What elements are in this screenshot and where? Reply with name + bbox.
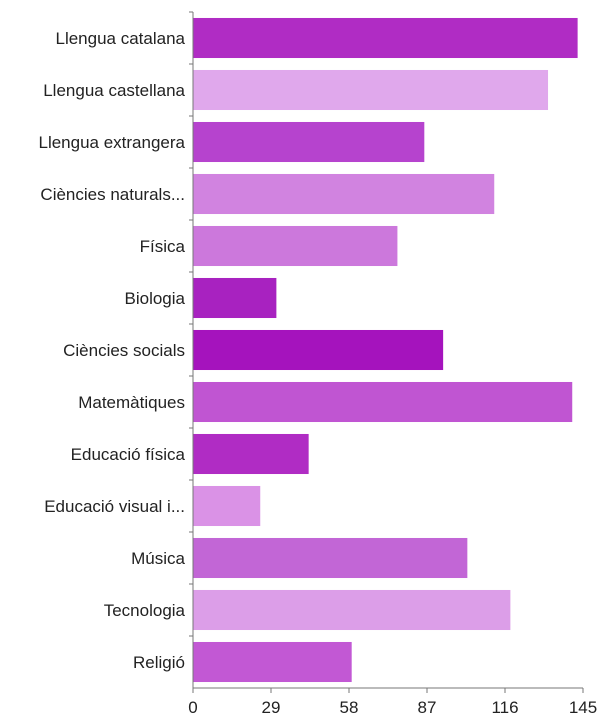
bar — [193, 225, 398, 267]
category-label: Educació visual i... — [44, 497, 185, 516]
category-label: Física — [140, 237, 186, 256]
bar — [193, 381, 573, 423]
bar — [193, 537, 468, 579]
category-label: Ciències naturals... — [40, 185, 185, 204]
bar — [193, 641, 352, 683]
category-label: Música — [131, 549, 185, 568]
category-label: Ciències socials — [63, 341, 185, 360]
x-tick-label: 29 — [262, 698, 281, 717]
bar — [193, 17, 578, 59]
bar — [193, 433, 309, 475]
bars-group — [193, 17, 578, 683]
bar — [193, 69, 549, 111]
x-tick-label: 58 — [340, 698, 359, 717]
x-tick-label: 0 — [188, 698, 197, 717]
bar — [193, 277, 277, 319]
bar — [193, 173, 495, 215]
x-tick-label: 145 — [569, 698, 597, 717]
category-labels-group: Llengua catalana Llengua castellana Llengu… — [38, 29, 185, 672]
bar — [193, 121, 425, 163]
category-label: Educació física — [71, 445, 186, 464]
x-tick-label: 87 — [418, 698, 437, 717]
bar — [193, 485, 261, 527]
bar — [193, 329, 444, 371]
category-label: Llengua catalana — [55, 29, 185, 48]
category-label: Matemàtiques — [78, 393, 185, 412]
category-label: Tecnologia — [104, 601, 186, 620]
category-label: Religió — [133, 653, 185, 672]
x-tick-label: 116 — [491, 698, 518, 717]
category-label: Llengua extrangera — [38, 133, 185, 152]
axes-group — [189, 11, 584, 693]
tick-labels-group: 0 29 58 87 116 145 — [188, 698, 597, 717]
category-label: Biologia — [125, 289, 186, 308]
bar — [193, 589, 511, 631]
category-label: Llengua castellana — [43, 81, 185, 100]
